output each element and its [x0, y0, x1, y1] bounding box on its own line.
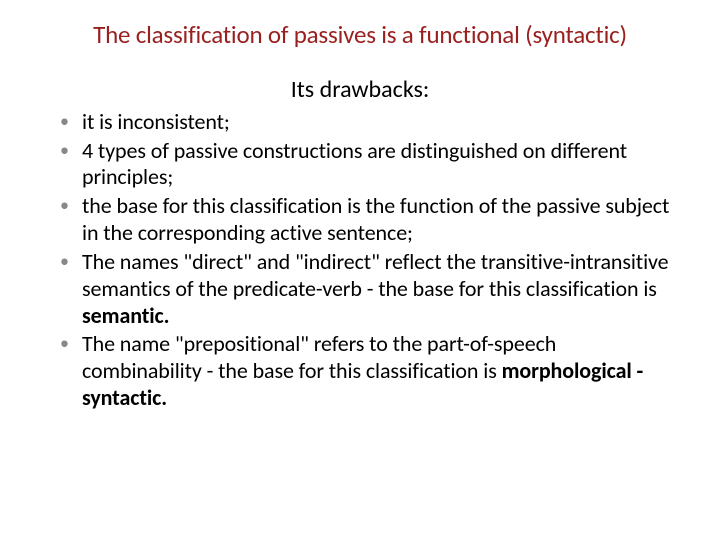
- slide-subtitle: Its drawbacks:: [44, 76, 676, 105]
- slide: The classification of passives is a func…: [0, 0, 720, 540]
- list-item: the base for this classification is the …: [56, 193, 676, 247]
- list-item: The name "prepositional" refers to the p…: [56, 331, 676, 411]
- list-item: The names "direct" and "indirect" reflec…: [56, 249, 676, 329]
- list-item: it is inconsistent;: [56, 109, 676, 136]
- slide-title: The classification of passives is a func…: [44, 20, 676, 50]
- list-item: 4 types of passive constructions are dis…: [56, 138, 676, 192]
- bullet-list: it is inconsistent; 4 types of passive c…: [56, 109, 676, 412]
